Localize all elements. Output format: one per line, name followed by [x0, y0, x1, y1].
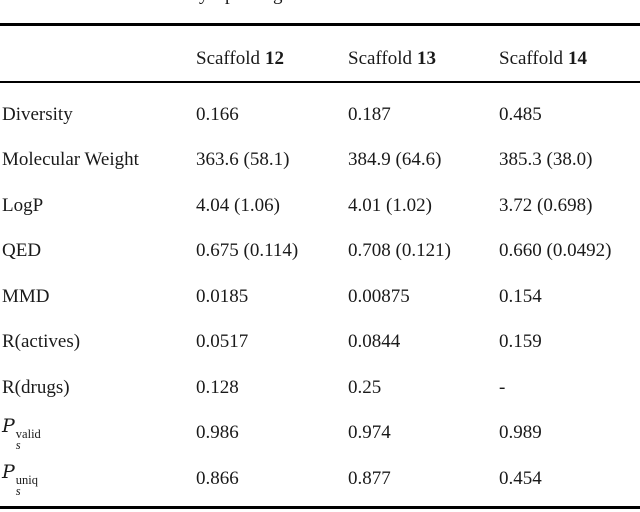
cell-value: 0.25 — [348, 376, 382, 398]
header-col-number: 14 — [568, 48, 588, 69]
table-bottom-rule — [0, 506, 640, 509]
row-label-superscript: uniq — [15, 472, 39, 487]
cell-value: 0.454 — [499, 467, 542, 489]
cell-value: 0.166 — [196, 103, 239, 125]
cell-value: 0.00875 — [348, 285, 410, 307]
cell-value: 0.485 — [499, 103, 542, 125]
table-row-qed: QED 0.675 (0.114) 0.708 (0.121) 0.660 (0… — [0, 229, 640, 275]
caption-fragment: y — [199, 0, 209, 5]
header-col-scaffold-13: Scaffold 13 — [348, 47, 499, 71]
header-col-number: 12 — [265, 48, 285, 69]
cell-value: 3.72 (0.698) — [499, 194, 593, 216]
row-label: QED — [2, 240, 42, 262]
cell-value: 0.660 (0.0492) — [499, 240, 612, 262]
table-header-rule — [0, 81, 640, 83]
header-col-name: Scaffold — [348, 48, 413, 69]
row-label: MMD — [2, 285, 50, 307]
row-label: R(actives) — [2, 331, 81, 353]
row-label: Diversity — [2, 103, 73, 125]
row-label: LogP — [2, 194, 44, 216]
header-empty-cell — [2, 47, 196, 71]
table-body: Diversity 0.166 0.187 0.485 Molecular We… — [0, 92, 640, 502]
cell-value: 384.9 (64.6) — [348, 149, 442, 171]
cell-value: 363.6 (58.1) — [196, 149, 290, 171]
cell-value: 4.01 (1.02) — [348, 194, 432, 216]
table-row-molecular-weight: Molecular Weight 363.6 (58.1) 384.9 (64.… — [0, 138, 640, 184]
cell-value: 0.989 — [499, 422, 542, 444]
cell-value: 0.974 — [348, 422, 391, 444]
header-col-name: Scaffold — [499, 48, 564, 69]
cell-value: 4.04 (1.06) — [196, 194, 280, 216]
cropped-caption: y p g — [0, 0, 640, 5]
cell-value: 0.0185 — [196, 285, 249, 307]
table-row-mmd: MMD 0.0185 0.00875 0.154 — [0, 274, 640, 320]
row-label: Molecular Weight — [2, 149, 139, 171]
header-col-scaffold-12: Scaffold 12 — [196, 47, 348, 71]
cell-value: 0.866 — [196, 467, 239, 489]
cell-value: 0.187 — [348, 103, 391, 125]
cell-value: 0.154 — [499, 285, 542, 307]
cell-value: 0.708 (0.121) — [348, 240, 451, 262]
cell-value: 0.986 — [196, 422, 239, 444]
cell-value: 0.675 (0.114) — [196, 240, 299, 262]
cell-value: 0.159 — [499, 331, 542, 353]
table-top-rule — [0, 23, 640, 26]
cell-value: 0.877 — [348, 467, 391, 489]
table-row-logp: LogP 4.04 (1.06) 4.01 (1.02) 3.72 (0.698… — [0, 183, 640, 229]
caption-fragment: g — [273, 0, 283, 5]
caption-fragment: p — [225, 0, 235, 5]
table-row-r-actives: R(actives) 0.0517 0.0844 0.159 — [0, 320, 640, 366]
table-row-r-drugs: R(drugs) 0.128 0.25 - — [0, 365, 640, 411]
row-label-subscript: s — [15, 438, 21, 453]
row-label-superscript: valid — [15, 427, 41, 442]
header-col-number: 13 — [417, 48, 437, 69]
cell-value: - — [499, 376, 506, 398]
header-col-name: Scaffold — [196, 48, 261, 69]
table-row-diversity: Diversity 0.166 0.187 0.485 — [0, 92, 640, 138]
cell-value: 0.0517 — [196, 331, 249, 353]
cell-value: 385.3 (38.0) — [499, 149, 593, 171]
cell-value: 0.128 — [196, 376, 239, 398]
row-label: R(drugs) — [2, 376, 70, 398]
cell-value: 0.0844 — [348, 331, 401, 353]
table-header-row: Scaffold 12 Scaffold 13 Scaffold 14 — [0, 47, 640, 71]
header-col-scaffold-14: Scaffold 14 — [499, 47, 640, 71]
row-label-subscript: s — [15, 483, 21, 498]
